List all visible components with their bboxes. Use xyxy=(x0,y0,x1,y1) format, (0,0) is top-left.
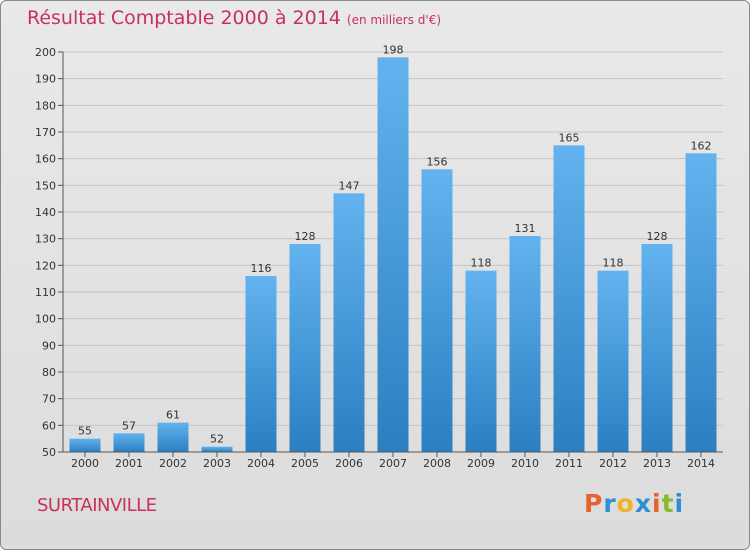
y-tick-label: 170 xyxy=(35,126,56,139)
x-tick-label: 2012 xyxy=(599,457,627,470)
bar xyxy=(685,153,717,453)
y-tick-label: 180 xyxy=(35,99,56,112)
x-tick-label: 2014 xyxy=(687,457,715,470)
bar xyxy=(289,244,321,452)
bar xyxy=(597,270,629,452)
y-tick-label: 60 xyxy=(42,419,56,432)
y-tick-label: 50 xyxy=(42,446,56,459)
data-label: 57 xyxy=(122,419,136,432)
bar xyxy=(157,422,189,452)
commune-name: SURTAINVILLE xyxy=(37,495,157,516)
x-tick-label: 2002 xyxy=(159,457,187,470)
y-tick-label: 80 xyxy=(42,366,56,379)
logo-letter: x xyxy=(634,489,652,518)
y-tick-label: 70 xyxy=(42,393,56,406)
data-label: 162 xyxy=(691,139,712,152)
data-label: 198 xyxy=(383,43,404,56)
data-label: 165 xyxy=(559,131,580,144)
data-label: 118 xyxy=(471,257,492,270)
data-label: 131 xyxy=(515,222,536,235)
x-tick-label: 2011 xyxy=(555,457,583,470)
bar xyxy=(377,57,409,452)
x-tick-label: 2006 xyxy=(335,457,363,470)
data-label: 61 xyxy=(166,409,180,422)
logo-letter: t xyxy=(661,489,675,518)
data-label: 147 xyxy=(339,179,360,192)
bar xyxy=(333,193,365,453)
bar xyxy=(421,169,453,453)
y-tick-label: 110 xyxy=(35,286,56,299)
x-tick-label: 2009 xyxy=(467,457,495,470)
x-tick-label: 2013 xyxy=(643,457,671,470)
proxiti-logo: Proxiti xyxy=(584,489,684,518)
y-tick-label: 150 xyxy=(35,179,56,192)
x-tick-label: 2007 xyxy=(379,457,407,470)
x-tick-label: 2000 xyxy=(71,457,99,470)
y-tick-label: 160 xyxy=(35,153,56,166)
bar xyxy=(553,145,585,453)
bar xyxy=(509,236,541,452)
chart-title: Résultat Comptable 2000 à 2014 (en millie… xyxy=(27,7,441,29)
x-tick-label: 2001 xyxy=(115,457,143,470)
x-tick-label: 2010 xyxy=(511,457,539,470)
data-label: 128 xyxy=(295,230,316,243)
logo-letter: i xyxy=(652,489,662,518)
y-tick-label: 200 xyxy=(35,46,56,59)
logo-letter: i xyxy=(674,489,685,518)
bar xyxy=(201,446,233,452)
y-tick-label: 130 xyxy=(35,233,56,246)
data-label: 118 xyxy=(603,257,624,270)
data-label: 128 xyxy=(647,230,668,243)
y-tick-label: 90 xyxy=(42,339,56,352)
bar xyxy=(113,433,145,452)
bar xyxy=(465,270,497,452)
data-label: 52 xyxy=(210,433,224,446)
logo-letter: P xyxy=(584,489,604,518)
chart-unit-label: (en milliers d'€) xyxy=(346,13,442,27)
chart-title-text: Résultat Comptable 2000 à 2014 xyxy=(27,7,341,29)
bar xyxy=(245,276,277,452)
x-tick-label: 2008 xyxy=(423,457,451,470)
bar xyxy=(641,244,673,452)
data-label: 116 xyxy=(251,262,272,275)
y-tick-label: 140 xyxy=(35,206,56,219)
y-tick-label: 190 xyxy=(35,73,56,86)
logo-letter: o xyxy=(616,489,635,518)
logo-letter: r xyxy=(603,489,617,518)
bar xyxy=(69,438,101,452)
data-label: 156 xyxy=(427,155,448,168)
x-tick-label: 2004 xyxy=(247,457,275,470)
y-tick-label: 100 xyxy=(35,313,56,326)
data-label: 55 xyxy=(78,425,92,438)
x-tick-label: 2003 xyxy=(203,457,231,470)
x-tick-label: 2005 xyxy=(291,457,319,470)
y-tick-label: 120 xyxy=(35,259,56,272)
